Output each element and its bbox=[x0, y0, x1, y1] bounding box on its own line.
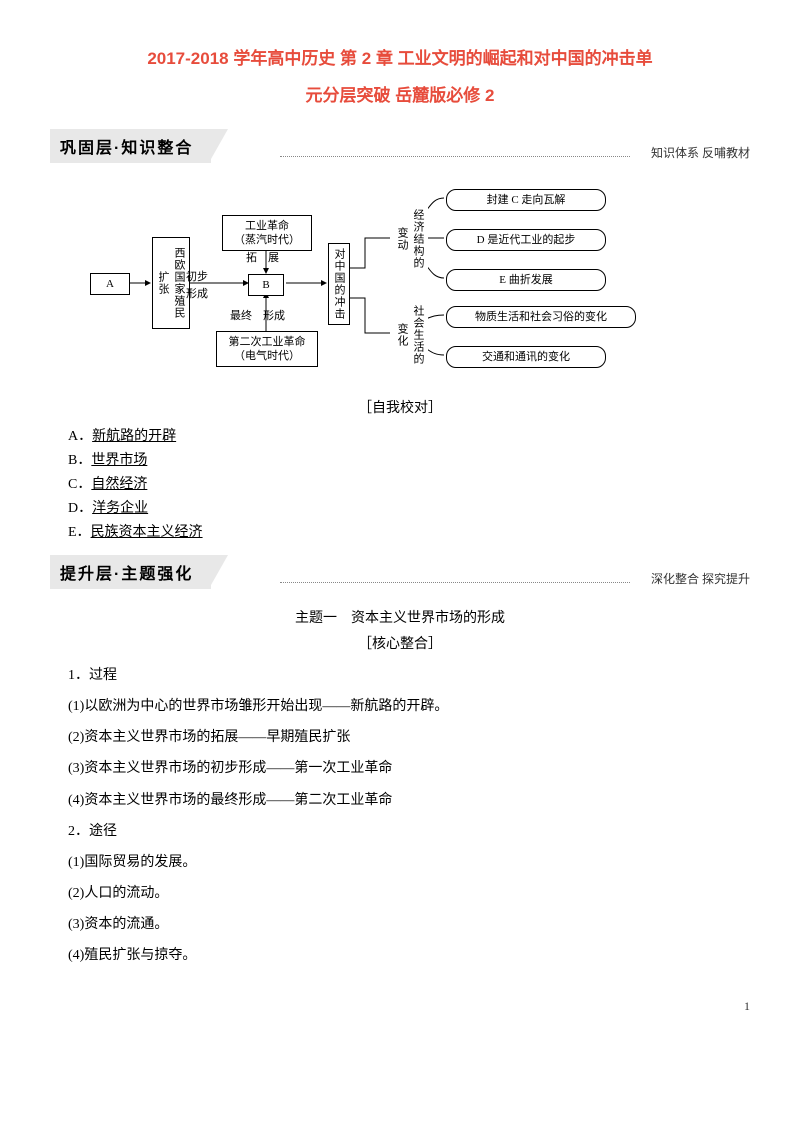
node-G: 交通和通讯的变化 bbox=[446, 346, 606, 368]
content-q2: (2)人口的流动。 bbox=[68, 881, 750, 906]
node-life: 社会生活的变化 bbox=[392, 299, 428, 371]
node-B: B bbox=[248, 274, 284, 296]
section-improve-header: 提升层·主题强化 深化整合 探究提升 bbox=[50, 555, 750, 589]
section-improve-sub: 深化整合 探究提升 bbox=[651, 570, 750, 587]
node-ir1: 工业革命 （蒸汽时代） bbox=[222, 215, 312, 252]
lbl-init: 初步 bbox=[186, 268, 208, 284]
node-D: D 是近代工业的起步 bbox=[446, 229, 606, 251]
content-p1: (1)以欧洲为中心的世界市场雏形开始出现——新航路的开辟。 bbox=[68, 694, 750, 719]
section-consolidate-header: 巩固层·知识整合 知识体系 反哺教材 bbox=[50, 129, 750, 163]
answer-C: C．自然经济 bbox=[68, 473, 750, 493]
node-A: A bbox=[90, 273, 130, 295]
doc-title-line1: 2017-2018 学年高中历史 第 2 章 工业文明的崛起和对中国的冲击单 bbox=[50, 40, 750, 77]
answer-D-key: D． bbox=[68, 501, 92, 516]
node-E: E 曲折发展 bbox=[446, 269, 606, 291]
answer-A-text: 新航路的开辟 bbox=[92, 429, 176, 444]
node-ir2-b: （电气时代） bbox=[234, 350, 300, 362]
node-F: 物质生活和社会习俗的变化 bbox=[446, 306, 636, 328]
node-econ: 经济结构的变动 bbox=[392, 203, 428, 275]
theme1-title: 主题一 资本主义世界市场的形成 bbox=[50, 607, 750, 627]
node-colony: 西欧国家殖民扩张 bbox=[152, 237, 190, 329]
answer-B: B．世界市场 bbox=[68, 449, 750, 469]
section-consolidate-sub: 知识体系 反哺教材 bbox=[651, 144, 750, 161]
knowledge-diagram: A 西欧国家殖民扩张 工业革命 （蒸汽时代） B 第二次工业革命 （电气时代） … bbox=[90, 173, 710, 393]
answer-B-text: 世界市场 bbox=[91, 453, 147, 468]
answer-A: A．新航路的开辟 bbox=[68, 425, 750, 445]
answer-E: E．民族资本主义经济 bbox=[68, 521, 750, 541]
node-ir1-b: （蒸汽时代） bbox=[234, 234, 300, 246]
content-body: 1．过程 (1)以欧洲为中心的世界市场雏形开始出现——新航路的开辟。 (2)资本… bbox=[50, 663, 750, 969]
node-ir2-a: 第二次工业革命 bbox=[229, 336, 306, 348]
answer-C-key: C． bbox=[68, 477, 91, 492]
content-p2: (2)资本主义世界市场的拓展——早期殖民扩张 bbox=[68, 725, 750, 750]
answer-list: A．新航路的开辟 B．世界市场 C．自然经济 D．洋务企业 E．民族资本主义经济 bbox=[50, 425, 750, 541]
answer-B-key: B． bbox=[68, 453, 91, 468]
answer-C-text: 自然经济 bbox=[91, 477, 147, 492]
content-h2: 2．途径 bbox=[68, 819, 750, 844]
answer-D: D．洋务企业 bbox=[68, 497, 750, 517]
answer-D-text: 洋务企业 bbox=[92, 501, 148, 516]
lbl-expand: 拓 展 bbox=[246, 249, 279, 265]
lbl-final: 最终 形成 bbox=[230, 307, 285, 323]
content-p4: (4)资本主义世界市场的最终形成——第二次工业革命 bbox=[68, 788, 750, 813]
dots-divider-2 bbox=[280, 582, 630, 583]
lbl-form1: 形成 bbox=[186, 285, 208, 301]
dots-divider bbox=[280, 156, 630, 157]
answer-E-key: E． bbox=[68, 525, 91, 540]
node-ir1-a: 工业革命 bbox=[245, 220, 289, 232]
answer-A-key: A． bbox=[68, 429, 92, 444]
content-p3: (3)资本主义世界市场的初步形成——第一次工业革命 bbox=[68, 756, 750, 781]
doc-title-line2: 元分层突破 岳麓版必修 2 bbox=[50, 77, 750, 114]
answer-E-text: 民族资本主义经济 bbox=[91, 525, 203, 540]
self-check-label: ［自我校对］ bbox=[50, 397, 750, 417]
content-q3: (3)资本的流通。 bbox=[68, 912, 750, 937]
page-number: 1 bbox=[50, 999, 750, 1014]
section-improve-tab: 提升层·主题强化 bbox=[50, 555, 211, 589]
node-impact: 对中国的冲击 bbox=[328, 243, 350, 325]
node-C: 封建 C 走向瓦解 bbox=[446, 189, 606, 211]
content-h1: 1．过程 bbox=[68, 663, 750, 688]
section-consolidate-tab: 巩固层·知识整合 bbox=[50, 129, 211, 163]
node-ir2: 第二次工业革命 （电气时代） bbox=[216, 331, 318, 368]
content-q1: (1)国际贸易的发展。 bbox=[68, 850, 750, 875]
core-label: ［核心整合］ bbox=[50, 633, 750, 653]
content-q4: (4)殖民扩张与掠夺。 bbox=[68, 943, 750, 968]
